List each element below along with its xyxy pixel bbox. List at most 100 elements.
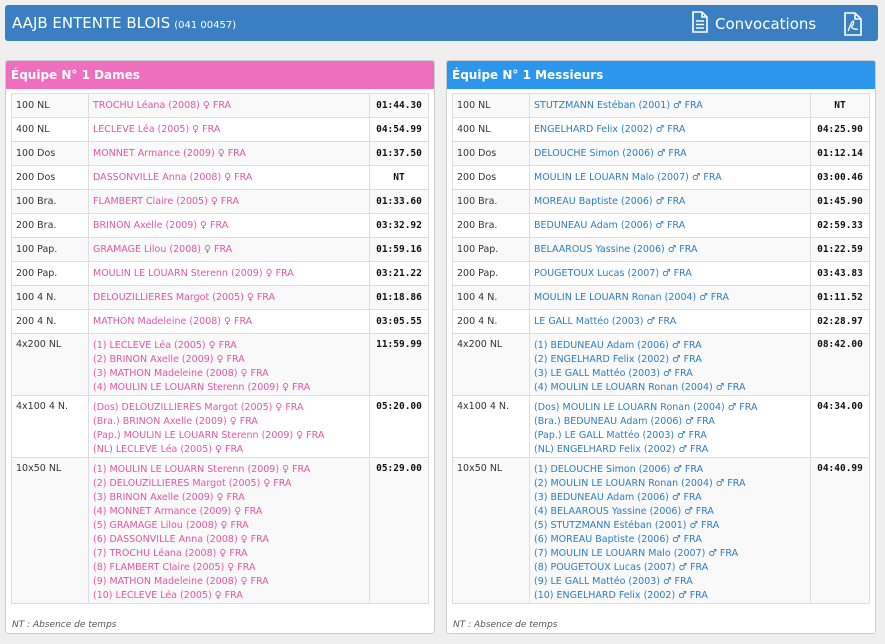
swimmer-link[interactable]: (4) BELAAROUS Yassine (2006) ♂ FRA: [534, 506, 714, 517]
table-row: 100 4 N. MOULIN LE LOUARN Ronan (2004) ♂ …: [452, 285, 870, 310]
swimmer-link[interactable]: (Bra.) BEDUNEAU Adam (2006) ♂ FRA: [534, 416, 715, 427]
table-row: 100 4 N. DELOUZILLIERES Margot (2005) ♀ F…: [11, 285, 429, 310]
swimmer-link[interactable]: (2) DELOUZILLIERES Margot (2005) ♀ FRA: [93, 478, 292, 489]
swimmer-link[interactable]: (3) LE GALL Mattéo (2003) ♂ FRA: [534, 368, 693, 379]
time-cell: 02:59.33: [810, 213, 870, 238]
table-row: 200 Pap. MOULIN LE LOUARN Sterenn (2009) …: [11, 261, 429, 286]
event-cell: 100 Pap.: [11, 237, 89, 262]
swimmer-link[interactable]: (10) LECLEVE Léa (2005) ♀ FRA: [93, 590, 243, 601]
time-cell: 04:34.00: [810, 395, 870, 458]
swimmer-link[interactable]: GRAMAGE Lilou (2008) ♀ FRA: [93, 243, 233, 255]
table-row: 200 4 N. LE GALL Mattéo (2003) ♂ FRA 02:28…: [452, 309, 870, 334]
swimmer-link[interactable]: (Dos) DELOUZILLIERES Margot (2005) ♀ FRA: [93, 402, 304, 413]
time-cell: 01:44.30: [369, 93, 429, 118]
swimmer-link[interactable]: MOULIN LE LOUARN Ronan (2004) ♂ FRA: [534, 291, 729, 303]
swimmer-link[interactable]: BEDUNEAU Adam (2006) ♂ FRA: [534, 219, 686, 231]
pdf-download-button[interactable]: [843, 12, 863, 39]
time-cell: 05:29.00: [369, 457, 429, 604]
swimmer-link[interactable]: (Bra.) BRINON Axelle (2009) ♀ FRA: [93, 416, 258, 427]
swimmer-link[interactable]: LECLEVE Léa (2005) ♀ FRA: [93, 123, 221, 135]
swimmer-link[interactable]: DELOUCHE Simon (2006) ♂ FRA: [534, 147, 687, 159]
pdf-file-icon: [843, 12, 863, 39]
time-cell: 01:33.60: [369, 189, 429, 214]
swimmer-link[interactable]: (10) ENGELHARD Felix (2002) ♂ FRA: [534, 590, 708, 601]
swimmers-cell: (1) DELOUCHE Simon (2006) ♂ FRA (2) MOULI…: [529, 457, 811, 604]
swimmer-link[interactable]: (9) LE GALL Mattéo (2003) ♂ FRA: [534, 576, 693, 587]
swimmer-link[interactable]: MOREAU Baptiste (2006) ♂ FRA: [534, 195, 686, 207]
swimmer-link[interactable]: (7) TROCHU Léana (2008) ♀ FRA: [93, 548, 248, 559]
club-title: AAJB ENTENTE BLOIS (041 00457): [12, 14, 236, 32]
time-cell: 05:20.00: [369, 395, 429, 458]
swimmer-link[interactable]: TROCHU Léana (2008) ♀ FRA: [93, 99, 232, 111]
swimmer-link[interactable]: (NL) LECLEVE Léa (2005) ♀ FRA: [93, 444, 244, 455]
swimmers-cell: (1) BEDUNEAU Adam (2006) ♂ FRA (2) ENGELH…: [529, 333, 811, 396]
swimmer-link[interactable]: (9) MATHON Madeleine (2008) ♀ FRA: [93, 576, 269, 587]
swimmer-link[interactable]: DELOUZILLIERES Margot (2005) ♀ FRA: [93, 291, 275, 303]
swimmer-link[interactable]: (3) BEDUNEAU Adam (2006) ♂ FRA: [534, 492, 702, 503]
event-cell: 200 4 N.: [11, 309, 89, 334]
swimmer-link[interactable]: (2) ENGELHARD Felix (2002) ♂ FRA: [534, 354, 702, 365]
swimmer-link[interactable]: (2) MOULIN LE LOUARN Ronan (2004) ♂ FRA: [534, 478, 746, 489]
convocations-link[interactable]: Convocations: [691, 11, 817, 36]
swimmer-link[interactable]: (4) MOULIN LE LOUARN Sterenn (2009) ♀ FR…: [93, 382, 311, 393]
swimmers-cell: POUGETOUX Lucas (2007) ♂ FRA: [529, 261, 811, 286]
table-row: 10x50 NL (1) MOULIN LE LOUARN Sterenn (20…: [11, 457, 429, 604]
swimmer-link[interactable]: (3) MATHON Madeleine (2008) ♀ FRA: [93, 368, 269, 379]
event-cell: 200 Bra.: [452, 213, 530, 238]
swimmers-cell: MOULIN LE LOUARN Malo (2007) ♂ FRA: [529, 165, 811, 190]
swimmer-link[interactable]: MATHON Madeleine (2008) ♀ FRA: [93, 315, 253, 327]
swimmers-cell: BELAAROUS Yassine (2006) ♂ FRA: [529, 237, 811, 262]
swimmers-cell: DELOUCHE Simon (2006) ♂ FRA: [529, 141, 811, 166]
event-cell: 200 Dos: [452, 165, 530, 190]
swimmer-link[interactable]: (NL) ENGELHARD Felix (2002) ♂ FRA: [534, 444, 709, 455]
messieurs-nt-note: NT : Absence de temps: [453, 620, 558, 630]
swimmer-link[interactable]: MOULIN LE LOUARN Malo (2007) ♂ FRA: [534, 171, 722, 183]
swimmer-link[interactable]: DASSONVILLE Anna (2008) ♀ FRA: [93, 171, 253, 183]
swimmer-link[interactable]: POUGETOUX Lucas (2007) ♂ FRA: [534, 267, 692, 279]
dames-panel-title: Équipe N° 1 Dames: [6, 61, 434, 89]
swimmer-link[interactable]: (5) GRAMAGE Lilou (2008) ♀ FRA: [93, 520, 249, 531]
swimmer-link[interactable]: (3) BRINON Axelle (2009) ♀ FRA: [93, 492, 245, 503]
swimmer-link[interactable]: (5) STUTZMANN Estéban (2001) ♂ FRA: [534, 520, 720, 531]
swimmers-cell: (Dos) DELOUZILLIERES Margot (2005) ♀ FRA…: [88, 395, 370, 458]
messieurs-panel-title: Équipe N° 1 Messieurs: [447, 61, 875, 89]
swimmer-link[interactable]: LE GALL Mattéo (2003) ♂ FRA: [534, 315, 677, 327]
table-row: 100 Bra. FLAMBERT Claire (2005) ♀ FRA 01:3…: [11, 189, 429, 214]
time-cell: 01:37.50: [369, 141, 429, 166]
swimmers-cell: ENGELHARD Felix (2002) ♂ FRA: [529, 117, 811, 142]
swimmer-link[interactable]: (8) FLAMBERT Claire (2005) ♀ FRA: [93, 562, 256, 573]
event-cell: 200 4 N.: [452, 309, 530, 334]
swimmer-link[interactable]: BRINON Axelle (2009) ♀ FRA: [93, 219, 229, 231]
swimmer-link[interactable]: FLAMBERT Claire (2005) ♀ FRA: [93, 195, 239, 207]
swimmer-link[interactable]: (Pap.) LE GALL Mattéo (2003) ♂ FRA: [534, 430, 707, 441]
swimmer-link[interactable]: MOULIN LE LOUARN Sterenn (2009) ♀ FRA: [93, 267, 294, 279]
time-cell: 04:40.99: [810, 457, 870, 604]
swimmer-link[interactable]: (1) BEDUNEAU Adam (2006) ♂ FRA: [534, 340, 702, 351]
time-cell: 01:59.16: [369, 237, 429, 262]
swimmer-link[interactable]: MONNET Armance (2009) ♀ FRA: [93, 147, 246, 159]
table-row: 100 Dos DELOUCHE Simon (2006) ♂ FRA 01:12.…: [452, 141, 870, 166]
dames-results-table: 100 NL TROCHU Léana (2008) ♀ FRA 01:44.30 4…: [11, 93, 429, 604]
swimmer-link[interactable]: (4) MONNET Armance (2009) ♀ FRA: [93, 506, 263, 517]
top-bar: AAJB ENTENTE BLOIS (041 00457) Convocatio…: [5, 5, 878, 41]
swimmer-link[interactable]: ENGELHARD Felix (2002) ♂ FRA: [534, 123, 686, 135]
swimmer-link[interactable]: STUTZMANN Estéban (2001) ♂ FRA: [534, 99, 703, 111]
table-row: 200 Dos MOULIN LE LOUARN Malo (2007) ♂ FR…: [452, 165, 870, 190]
swimmer-link[interactable]: (6) DASSONVILLE Anna (2008) ♀ FRA: [93, 534, 269, 545]
swimmer-link[interactable]: (1) LECLEVE Léa (2005) ♀ FRA: [93, 340, 237, 351]
swimmer-link[interactable]: (Dos) MOULIN LE LOUARN Ronan (2004) ♂ FR…: [534, 402, 758, 413]
convocations-label: Convocations: [715, 15, 817, 33]
swimmers-cell: MATHON Madeleine (2008) ♀ FRA: [88, 309, 370, 334]
swimmer-link[interactable]: (2) BRINON Axelle (2009) ♀ FRA: [93, 354, 245, 365]
swimmer-link[interactable]: (1) MOULIN LE LOUARN Sterenn (2009) ♀ FR…: [93, 464, 311, 475]
swimmer-link[interactable]: (8) POUGETOUX Lucas (2007) ♂ FRA: [534, 562, 709, 573]
swimmer-link[interactable]: (7) MOULIN LE LOUARN Malo (2007) ♂ FRA: [534, 548, 739, 559]
messieurs-results-table: 100 NL STUTZMANN Estéban (2001) ♂ FRA NT 40…: [452, 93, 870, 604]
swimmer-link[interactable]: (1) DELOUCHE Simon (2006) ♂ FRA: [534, 464, 704, 475]
swimmers-cell: MOULIN LE LOUARN Ronan (2004) ♂ FRA: [529, 285, 811, 310]
swimmer-link[interactable]: BELAAROUS Yassine (2006) ♂ FRA: [534, 243, 698, 255]
table-row: 400 NL ENGELHARD Felix (2002) ♂ FRA 04:25.…: [452, 117, 870, 142]
swimmer-link[interactable]: (Pap.) MOULIN LE LOUARN Sterenn (2009) ♀…: [93, 430, 325, 441]
swimmer-link[interactable]: (6) MOREAU Baptiste (2006) ♂ FRA: [534, 534, 702, 545]
swimmer-link[interactable]: (4) MOULIN LE LOUARN Ronan (2004) ♂ FRA: [534, 382, 746, 393]
